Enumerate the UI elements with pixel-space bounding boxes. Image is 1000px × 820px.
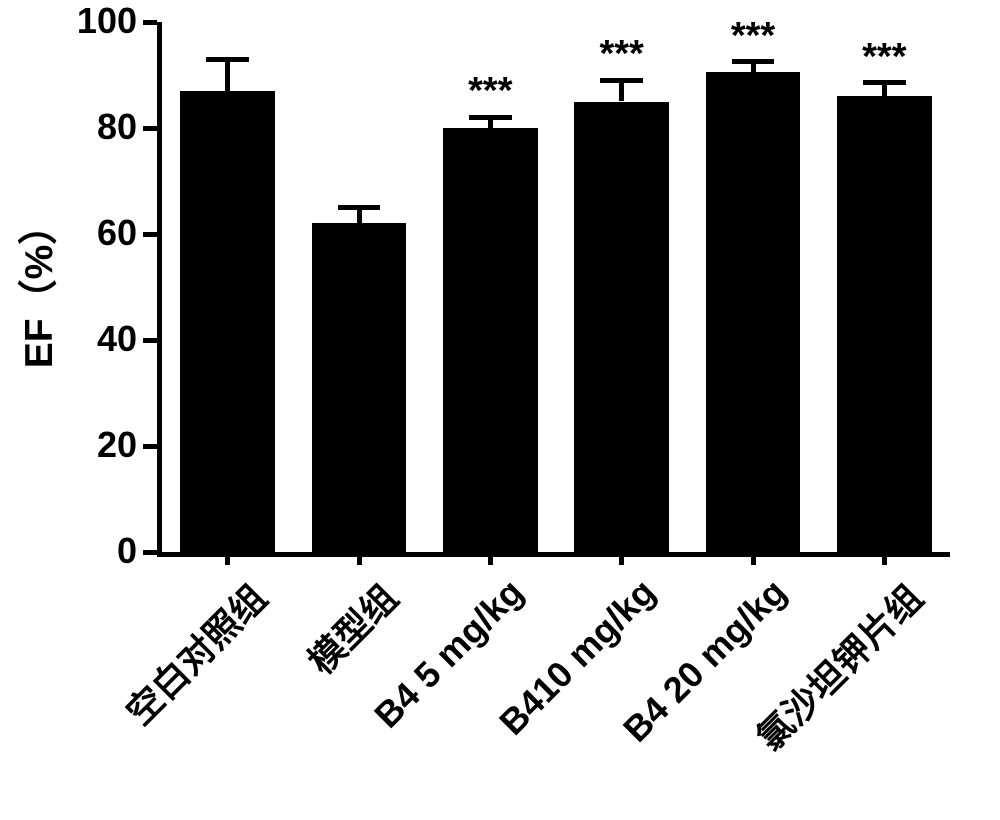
y-axis [157, 22, 162, 557]
y-tick [143, 232, 157, 237]
significance-label: *** [862, 36, 906, 79]
bar [443, 128, 538, 552]
x-tick [619, 557, 624, 565]
x-tick-label: 氯沙坦钾片组 [684, 571, 933, 820]
figure: 020406080100EF（%）空白对照组模型组***B4 5 mg/kg**… [0, 0, 1000, 812]
y-axis-label: EF（%） [8, 206, 64, 369]
bar [706, 72, 801, 552]
y-tick [143, 126, 157, 131]
plot-area [162, 22, 950, 552]
y-tick-label: 0 [117, 530, 137, 572]
significance-label: *** [599, 33, 643, 76]
x-tick [225, 557, 230, 565]
error-bar [225, 59, 230, 91]
y-tick-label: 80 [97, 106, 137, 148]
error-bar [619, 80, 624, 101]
bar [837, 96, 932, 552]
error-bar-cap [732, 59, 775, 64]
y-tick [143, 20, 157, 25]
error-bar-cap [469, 115, 512, 120]
y-tick [143, 444, 157, 449]
y-tick-label: 60 [97, 212, 137, 254]
bar [574, 102, 669, 553]
error-bar-cap [863, 80, 906, 85]
x-tick-label: 空白对照组 [28, 571, 277, 820]
x-tick-label: B410 mg/kg [422, 571, 664, 813]
error-bar-cap [338, 205, 381, 210]
x-tick-label: B4 5 mg/kg [290, 571, 532, 813]
bar [180, 91, 275, 552]
y-tick [143, 338, 157, 343]
x-tick [882, 557, 887, 565]
significance-label: *** [731, 15, 775, 58]
x-tick-label: 模型组 [159, 571, 408, 820]
x-tick [488, 557, 493, 565]
y-tick [143, 550, 157, 555]
significance-label: *** [468, 70, 512, 113]
y-tick-label: 40 [97, 318, 137, 360]
error-bar-cap [600, 78, 643, 83]
error-bar-cap [206, 57, 249, 62]
y-tick-label: 20 [97, 424, 137, 466]
bar [312, 223, 407, 552]
x-axis [157, 552, 950, 557]
y-tick-label: 100 [77, 0, 137, 42]
x-tick [751, 557, 756, 565]
x-tick [357, 557, 362, 565]
